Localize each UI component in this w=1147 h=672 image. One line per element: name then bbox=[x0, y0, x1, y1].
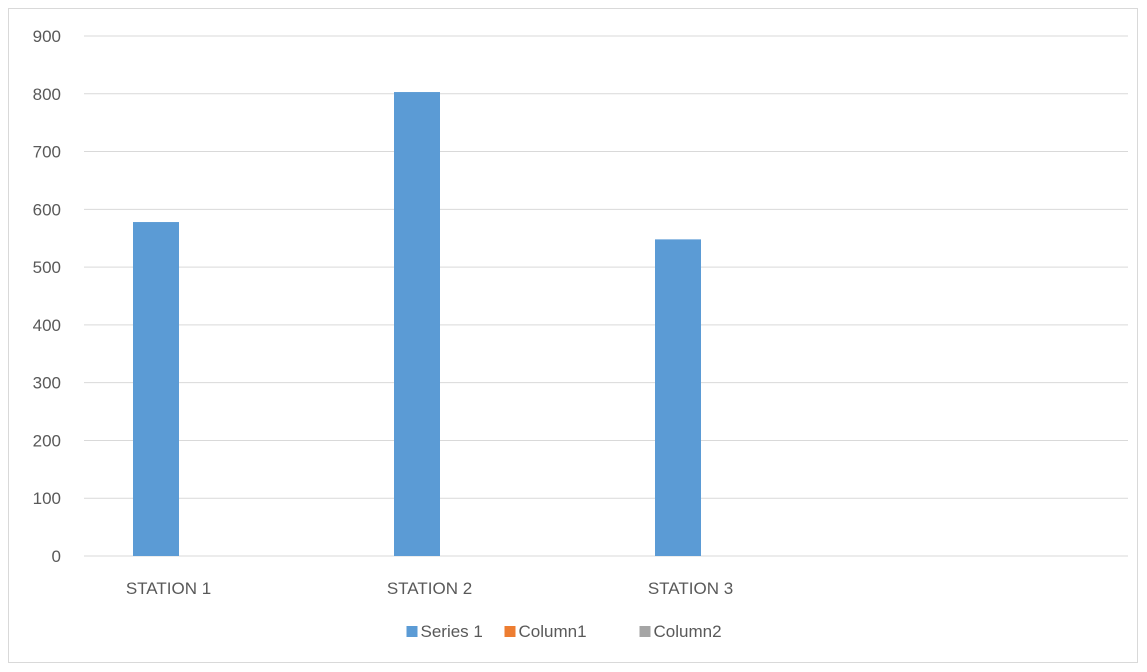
legend-label: Series 1 bbox=[421, 622, 483, 641]
y-tick-label: 400 bbox=[33, 316, 61, 335]
y-tick-label: 100 bbox=[33, 489, 61, 508]
y-axis-tick-labels: 0 100 200 300 400 500 600 700 800 900 bbox=[33, 27, 61, 566]
legend-item: Column2 bbox=[639, 622, 722, 641]
chart-frame bbox=[8, 8, 1138, 663]
x-category-label: STATION 3 bbox=[648, 579, 733, 598]
y-tick-label: 600 bbox=[33, 200, 61, 219]
legend-label: Column1 bbox=[519, 622, 587, 641]
legend-swatch bbox=[639, 626, 651, 637]
x-axis-category-labels: STATION 1 STATION 2 STATION 3 bbox=[126, 579, 733, 598]
bar bbox=[133, 222, 179, 557]
y-tick-label: 0 bbox=[52, 547, 61, 566]
legend-item: Column1 bbox=[504, 622, 587, 641]
y-tick-label: 300 bbox=[33, 374, 61, 393]
x-category-label: STATION 2 bbox=[387, 579, 472, 598]
y-tick-label: 900 bbox=[33, 27, 61, 46]
legend-item: Series 1 bbox=[406, 622, 483, 641]
bar bbox=[655, 239, 701, 556]
y-tick-label: 700 bbox=[33, 143, 61, 162]
bars bbox=[133, 92, 701, 557]
legend-label: Column2 bbox=[654, 622, 722, 641]
legend-swatch bbox=[406, 626, 418, 637]
x-category-label: STATION 1 bbox=[126, 579, 211, 598]
gridlines bbox=[84, 35, 1128, 557]
y-tick-label: 800 bbox=[33, 85, 61, 104]
y-tick-label: 200 bbox=[33, 431, 61, 450]
bar bbox=[394, 92, 440, 557]
legend: Series 1 Column1 Column2 bbox=[406, 622, 722, 641]
y-tick-label: 500 bbox=[33, 258, 61, 277]
legend-swatch bbox=[504, 626, 516, 637]
